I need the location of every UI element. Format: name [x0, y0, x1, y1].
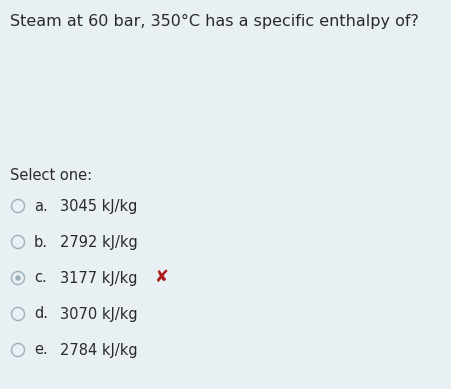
Text: 2792 kJ/kg: 2792 kJ/kg — [60, 235, 138, 249]
Text: c.: c. — [34, 270, 47, 286]
Circle shape — [11, 272, 24, 284]
Text: e.: e. — [34, 342, 48, 357]
Text: Select one:: Select one: — [10, 168, 92, 183]
Text: Steam at 60 bar, 350°C has a specific enthalpy of?: Steam at 60 bar, 350°C has a specific en… — [10, 14, 419, 29]
Circle shape — [11, 235, 24, 249]
Circle shape — [11, 343, 24, 356]
Text: 2784 kJ/kg: 2784 kJ/kg — [60, 342, 138, 357]
Text: 3070 kJ/kg: 3070 kJ/kg — [60, 307, 138, 321]
Text: b.: b. — [34, 235, 48, 249]
Circle shape — [15, 275, 21, 281]
Text: ✘: ✘ — [155, 268, 169, 286]
Text: 3177 kJ/kg: 3177 kJ/kg — [60, 270, 138, 286]
Text: d.: d. — [34, 307, 48, 321]
Text: a.: a. — [34, 198, 48, 214]
Circle shape — [11, 307, 24, 321]
Circle shape — [11, 200, 24, 212]
Text: 3045 kJ/kg: 3045 kJ/kg — [60, 198, 138, 214]
